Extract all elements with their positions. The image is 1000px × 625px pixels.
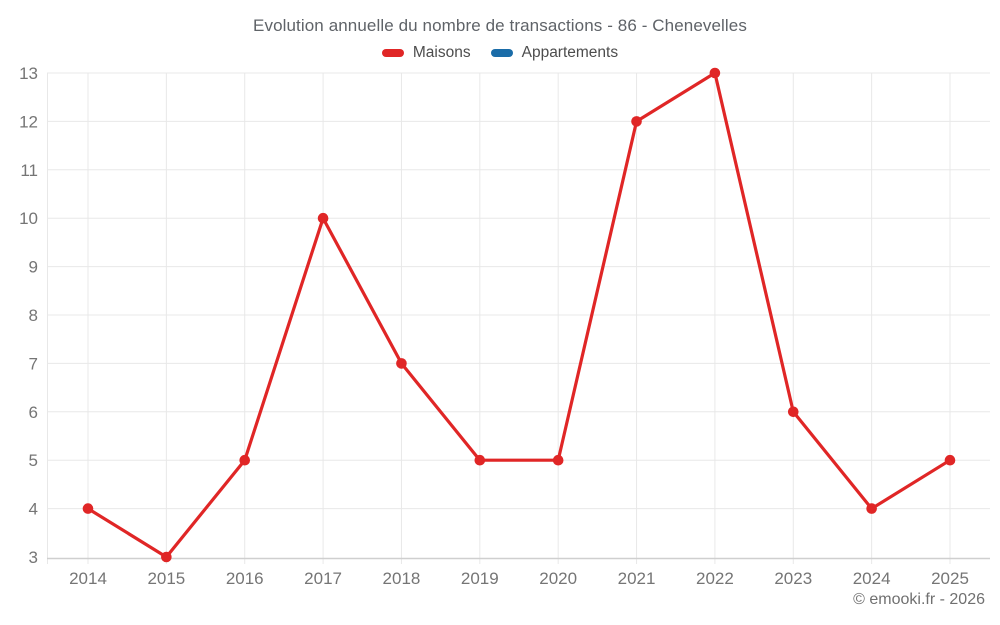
series-line-maisons — [86, 71, 952, 559]
appartements-swatch-icon — [490, 49, 513, 57]
data-point[interactable] — [239, 454, 251, 466]
legend-label-appartements: Appartements — [521, 44, 619, 61]
x-tick-label: 2014 — [69, 569, 107, 588]
y-tick-label: 6 — [29, 403, 38, 422]
y-tick-label: 10 — [19, 209, 38, 228]
legend-item-appartements[interactable]: Appartements — [490, 44, 619, 62]
chart-legend: Maisons Appartements — [0, 44, 1000, 62]
legend-item-maisons[interactable]: Maisons — [381, 44, 471, 62]
data-point[interactable] — [787, 406, 799, 418]
x-tick-label: 2024 — [853, 569, 891, 588]
data-point[interactable] — [161, 551, 172, 563]
chart-title: Evolution annuelle du nombre de transact… — [253, 16, 747, 35]
data-point[interactable] — [474, 454, 486, 466]
x-tick-label: 2025 — [931, 569, 969, 588]
x-tick-label: 2019 — [461, 569, 499, 588]
y-tick-label: 11 — [20, 161, 38, 180]
y-tick-label: 4 — [29, 500, 38, 519]
y-tick-label: 3 — [29, 548, 38, 567]
data-point[interactable] — [631, 116, 642, 127]
y-tick-label: 8 — [29, 306, 38, 325]
copyright: © emooki.fr - 2026 — [853, 591, 985, 608]
x-tick-label: 2023 — [774, 569, 812, 588]
x-tick-label: 2015 — [147, 569, 185, 588]
data-point[interactable] — [396, 358, 407, 369]
y-tick-label: 5 — [29, 451, 38, 470]
data-point[interactable] — [552, 454, 564, 466]
x-tick-label: 2017 — [304, 569, 342, 588]
x-tick-label: 2016 — [226, 569, 264, 588]
x-tick-label: 2022 — [696, 569, 734, 588]
data-point[interactable] — [317, 212, 329, 224]
x-tick-label: 2021 — [618, 569, 656, 588]
data-point[interactable] — [82, 503, 94, 514]
y-tick-label: 9 — [29, 258, 38, 277]
data-point[interactable] — [709, 67, 721, 79]
x-tick-label: 2018 — [383, 569, 421, 588]
y-tick-label: 12 — [19, 112, 38, 131]
data-point[interactable] — [944, 454, 956, 466]
data-point[interactable] — [866, 503, 877, 514]
y-tick-label: 13 — [19, 64, 38, 83]
y-tick-label: 7 — [29, 354, 38, 373]
legend-label-maisons: Maisons — [412, 44, 471, 61]
maisons-swatch-icon — [381, 49, 404, 57]
x-tick-label: 2020 — [539, 569, 577, 588]
